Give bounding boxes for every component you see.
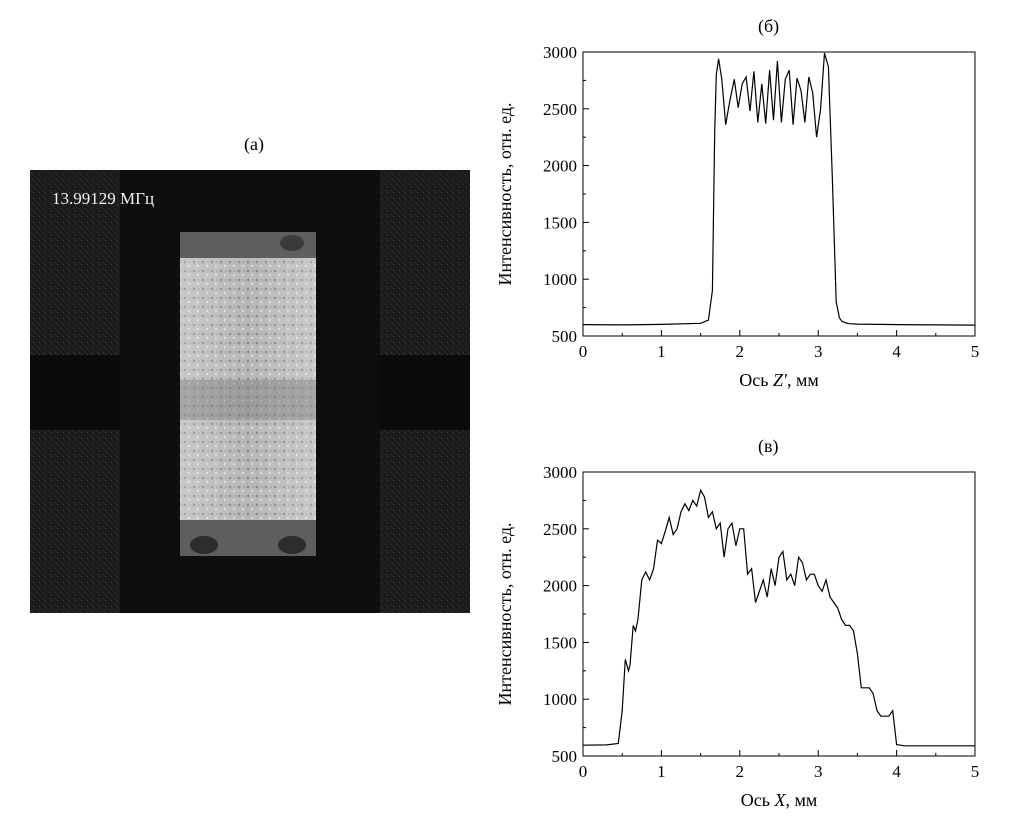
y-tick-label: 3000 [543, 463, 577, 482]
chart-c-tick-labels: 0 1 2 3 4 5 500 1000 1500 2000 2500 3000 [543, 463, 979, 781]
y-tick-label: 2500 [543, 100, 577, 119]
y-tick-label: 2000 [543, 577, 577, 596]
x-tick-label: 0 [579, 342, 588, 361]
mri-image [30, 170, 470, 613]
chart-c-xlabel: Ось X, мм [741, 790, 817, 810]
x-tick-label: 2 [736, 342, 745, 361]
y-tick-label: 1000 [543, 690, 577, 709]
x-tick-label: 4 [892, 342, 901, 361]
chart-b-tick-labels: 0 1 2 3 4 5 500 1000 1500 2000 2500 3000 [543, 43, 979, 361]
chart-b-xlabel-prefix: Ось [739, 370, 773, 390]
chart-b-xlabel: Ось Z′, мм [739, 370, 818, 390]
chart-c-title: (в) [758, 436, 779, 456]
x-tick-label: 1 [657, 762, 666, 781]
y-tick-label: 1000 [543, 270, 577, 289]
chart-b-axes-frame [582, 51, 976, 337]
y-tick-label: 500 [552, 327, 578, 346]
x-tick-label: 2 [736, 762, 745, 781]
chart-b-xlabel-var: Z′ [773, 370, 788, 390]
x-tick-label: 0 [579, 762, 588, 781]
chart-b-series-line [582, 52, 976, 326]
y-tick-label: 2000 [543, 157, 577, 176]
image-panel-title: (а) [244, 134, 264, 154]
y-tick-label: 3000 [543, 43, 577, 62]
chart-c: 0 1 2 3 4 5 500 1000 1500 2000 2500 3000 Интенсивно… [490, 450, 990, 830]
y-tick-label: 1500 [543, 213, 577, 232]
chart-b: 0 1 2 3 4 5 500 1000 1500 2000 2500 3000 Интенсивно… [490, 30, 990, 410]
chart-c-xlabel-prefix: Ось [741, 790, 775, 810]
chart-c-svg: 0 1 2 3 4 5 500 1000 1500 2000 2500 3000 Интенсивно… [495, 463, 979, 810]
chart-c-ticks [582, 471, 976, 757]
chart-b-svg: 0 1 2 3 4 5 500 1000 1500 2000 2500 3000 Интенсивно… [495, 43, 979, 390]
x-tick-label: 3 [814, 342, 823, 361]
chart-b-ylabel: Интенсивность, отн. ед. [495, 102, 515, 285]
frequency-label: 13.99129 МГц [52, 189, 155, 208]
y-tick-label: 2500 [543, 520, 577, 539]
chart-c-axes-frame [582, 471, 976, 757]
x-tick-label: 5 [971, 342, 980, 361]
x-tick-label: 1 [657, 342, 666, 361]
x-tick-label: 5 [971, 762, 980, 781]
chart-c-xlabel-suffix: , мм [785, 790, 817, 810]
chart-c-xlabel-var: X [773, 790, 786, 810]
x-tick-label: 4 [892, 762, 901, 781]
chart-b-xlabel-suffix: , мм [787, 370, 819, 390]
x-tick-label: 3 [814, 762, 823, 781]
chart-c-ylabel: Интенсивность, отн. ед. [495, 522, 515, 705]
y-tick-label: 500 [552, 747, 578, 766]
mri-image-panel: 13.99129 МГц [30, 170, 470, 613]
y-tick-label: 1500 [543, 633, 577, 652]
chart-c-series-line [582, 488, 975, 747]
chart-b-title: (б) [758, 16, 780, 36]
